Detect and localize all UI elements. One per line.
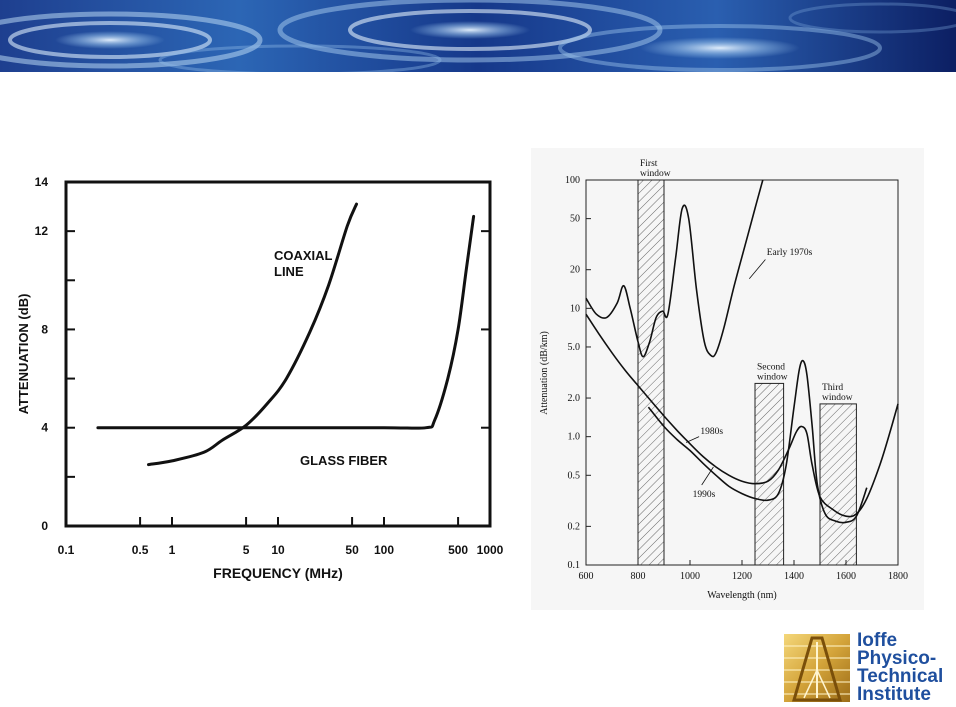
window-1-label: First — [640, 159, 658, 169]
x-tick-label: 1800 — [888, 571, 908, 582]
y-tick-label: 100 — [565, 175, 580, 186]
window-1-bar — [637, 179, 665, 566]
y-tick-label: 0.1 — [568, 560, 581, 571]
y-tick-label: 0.5 — [568, 470, 581, 481]
x-tick-label: 5 — [243, 543, 250, 557]
logo-line-3: Technical — [857, 666, 944, 687]
tick-marks — [585, 179, 899, 566]
x-axis-label: FREQUENCY (MHz) — [213, 565, 343, 581]
water-ripple-banner-image — [0, 0, 956, 72]
logo-line-1: Ioffe — [857, 630, 898, 651]
1990s-series — [647, 359, 868, 524]
y-tick-label: 2.0 — [568, 393, 581, 404]
1990s-label: 1990s — [693, 490, 716, 500]
y-tick-labels: 0.1 0.2 0.5 1.0 2.0 5.0 10 20 50 100 — [565, 175, 580, 571]
window-2-bar — [754, 382, 785, 566]
y-tick-label: 4 — [41, 421, 48, 435]
early-1970s-series — [585, 179, 764, 358]
x-tick-label: 1000 — [477, 543, 504, 557]
x-tick-label: 600 — [579, 571, 594, 582]
x-tick-label: 1400 — [784, 571, 804, 582]
1980s-arrow — [685, 436, 700, 443]
y-tick-label: 14 — [35, 175, 49, 189]
x-tick-labels: 0.1 0.5 1 5 10 50 100 500 1000 — [58, 543, 504, 557]
attenuation-vs-wavelength-chart: First window Second window Third window 600 80… — [531, 148, 924, 610]
y-tick-label: 0 — [41, 519, 48, 533]
x-tick-label: 500 — [448, 543, 468, 557]
tick-marks — [65, 181, 491, 527]
y-tick-label: 5.0 — [568, 342, 581, 353]
y-axis-label: ATTENUATION (dB) — [16, 294, 31, 415]
y-tick-label: 0.2 — [568, 521, 581, 532]
1980s-label: 1980s — [700, 427, 723, 437]
series-group — [96, 202, 476, 467]
x-tick-label: 1000 — [680, 571, 700, 582]
plot-frame — [64, 180, 492, 528]
window-1-label: window — [640, 169, 671, 179]
ioffe-institute-logo: Ioffe Physico- Technical Institute — [782, 630, 944, 705]
institute-name: Ioffe Physico- Technical Institute — [857, 630, 944, 705]
coaxial-line-label: LINE — [274, 264, 304, 279]
x-tick-label: 800 — [631, 571, 646, 582]
y-tick-label: 50 — [570, 214, 580, 225]
y-tick-label: 12 — [35, 224, 49, 238]
series-labels: Early 1970s 1980s 1990s — [685, 248, 813, 500]
institute-emblem-icon — [784, 634, 850, 702]
window-3-label: Third — [822, 383, 843, 393]
x-tick-label: 50 — [345, 543, 359, 557]
x-tick-label: 1600 — [836, 571, 856, 582]
attenuation-vs-frequency-chart: 0.1 0.5 1 5 10 50 100 500 1000 0 4 8 12 14 COAXIAL LI… — [10, 168, 525, 588]
x-tick-label: 1 — [169, 543, 176, 557]
logo-line-4: Institute — [857, 684, 931, 705]
series-group — [585, 179, 899, 524]
x-tick-label: 100 — [374, 543, 394, 557]
x-tick-label: 0.1 — [58, 543, 75, 557]
y-tick-labels: 0 4 8 12 14 — [35, 175, 49, 533]
coaxial-line-label: COAXIAL — [274, 248, 333, 263]
1980s-series — [585, 313, 899, 518]
x-tick-label: 0.5 — [132, 543, 149, 557]
1990s-arrow — [701, 466, 714, 486]
frequency-chart-svg: 0.1 0.5 1 5 10 50 100 500 1000 0 4 8 12 14 COAXIALLI… — [16, 175, 504, 581]
logo-line-2: Physico- — [857, 648, 937, 669]
y-tick-label: 20 — [570, 265, 580, 276]
early-1970s-label: Early 1970s — [767, 248, 813, 258]
x-axis-label: Wavelength (nm) — [707, 590, 776, 601]
x-tick-labels: 600 800 1000 1200 1400 1600 1800 — [579, 571, 909, 582]
window-2-label: window — [757, 372, 788, 382]
x-tick-label: 10 — [271, 543, 285, 557]
glass-fiber-label: GLASS FIBER — [300, 453, 388, 468]
header-banner — [0, 0, 956, 72]
window-2-label: Second — [757, 362, 785, 372]
y-tick-label: 8 — [41, 322, 48, 336]
x-tick-label: 1200 — [732, 571, 752, 582]
early-1970s-arrow — [748, 259, 766, 280]
y-tick-label: 10 — [570, 303, 580, 314]
y-tick-label: 1.0 — [568, 432, 581, 443]
glass-fiber-series — [96, 214, 476, 430]
window-3-bar — [819, 403, 857, 566]
coaxial-line-series — [147, 202, 358, 467]
window-3-label: window — [822, 393, 853, 403]
y-axis-label: Attenuation (dB/km) — [539, 331, 550, 415]
